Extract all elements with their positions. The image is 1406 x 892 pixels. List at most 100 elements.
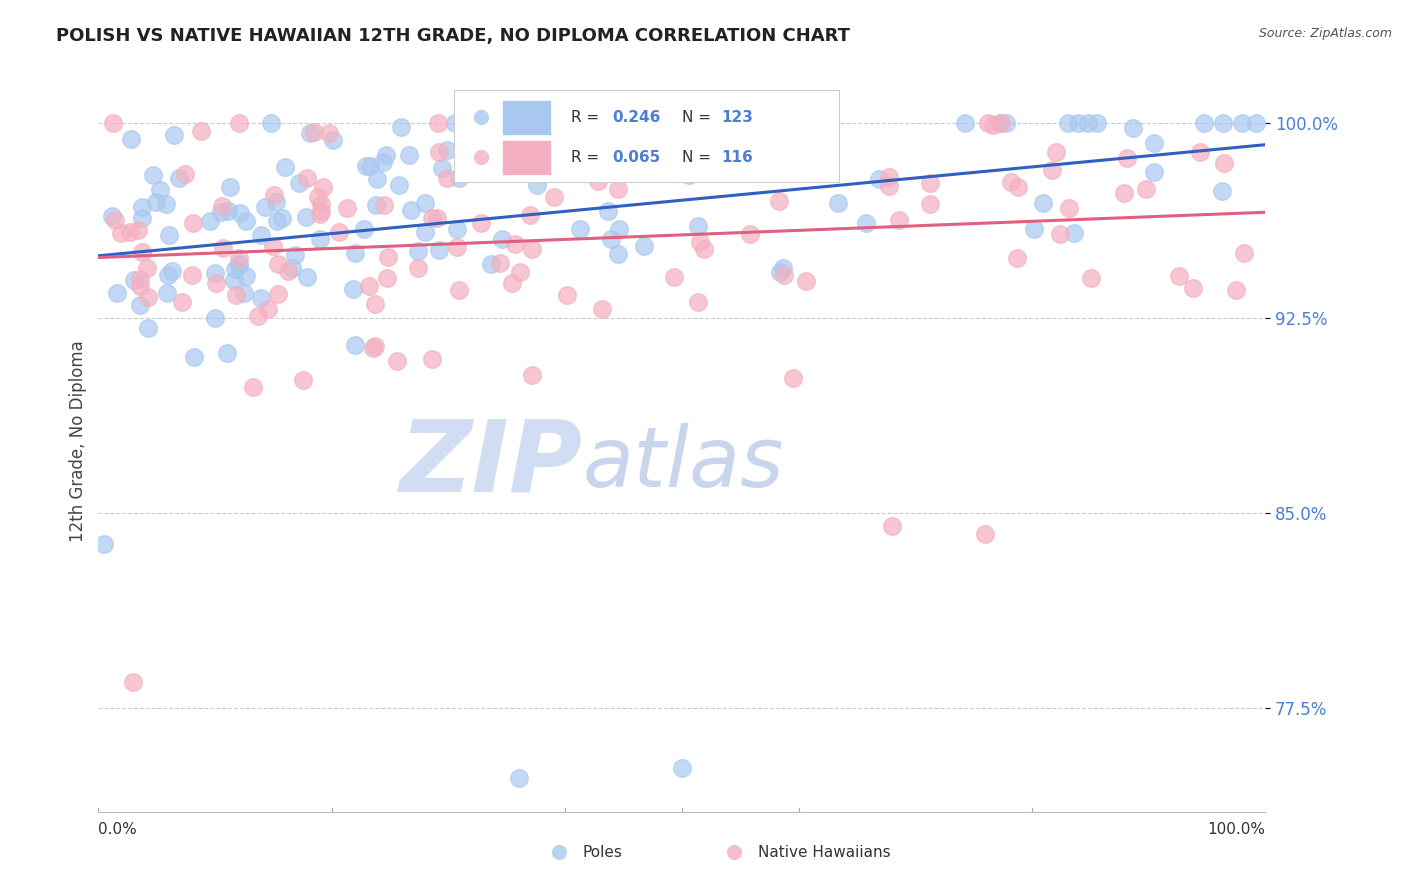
- Point: [155, 196, 177, 211]
- Point: [124, 273, 146, 287]
- Point: [508, 771, 530, 785]
- Point: [228, 257, 250, 271]
- Point: [877, 178, 900, 193]
- Point: [1244, 116, 1267, 130]
- Point: [163, 128, 186, 142]
- Point: [373, 155, 395, 169]
- Point: [1112, 186, 1135, 200]
- Point: [981, 118, 1004, 132]
- Point: [471, 116, 494, 130]
- Point: [557, 288, 579, 302]
- Point: [128, 272, 150, 286]
- Point: [287, 176, 309, 190]
- Point: [1122, 121, 1144, 136]
- Point: [543, 190, 565, 204]
- Point: [509, 265, 531, 279]
- Point: [489, 256, 512, 270]
- Point: [707, 149, 730, 163]
- Point: [606, 182, 628, 196]
- Point: [773, 268, 796, 282]
- Point: [470, 217, 492, 231]
- Point: [1007, 180, 1029, 194]
- Point: [322, 133, 344, 147]
- Point: [247, 309, 270, 323]
- Point: [375, 148, 398, 162]
- Point: [718, 116, 741, 130]
- Text: R =: R =: [571, 110, 605, 125]
- Point: [918, 197, 941, 211]
- Point: [204, 266, 226, 280]
- Text: 0.246: 0.246: [612, 110, 661, 125]
- Point: [974, 526, 997, 541]
- Point: [298, 126, 321, 140]
- Point: [302, 125, 325, 139]
- Point: [267, 256, 290, 270]
- Point: [523, 153, 546, 167]
- Point: [491, 141, 513, 155]
- FancyBboxPatch shape: [502, 140, 551, 175]
- Point: [427, 145, 450, 159]
- Point: [131, 211, 153, 225]
- Point: [994, 116, 1017, 130]
- Point: [879, 170, 901, 185]
- Point: [361, 341, 384, 355]
- Point: [1049, 227, 1071, 241]
- Point: [377, 250, 399, 264]
- Point: [990, 116, 1012, 130]
- Point: [209, 205, 232, 219]
- Point: [225, 288, 247, 302]
- Point: [785, 139, 807, 153]
- Point: [170, 294, 193, 309]
- Point: [257, 301, 280, 316]
- Point: [1225, 283, 1247, 297]
- Point: [1188, 145, 1211, 159]
- Point: [1212, 156, 1234, 170]
- Point: [731, 116, 754, 130]
- Point: [1000, 175, 1022, 189]
- Point: [156, 268, 179, 282]
- Point: [274, 160, 297, 174]
- Point: [129, 278, 152, 293]
- Point: [366, 172, 388, 186]
- Text: atlas: atlas: [582, 423, 785, 504]
- Point: [391, 120, 413, 134]
- Point: [212, 241, 235, 255]
- Text: 123: 123: [721, 110, 754, 125]
- Point: [266, 214, 288, 228]
- Point: [328, 225, 350, 239]
- Point: [217, 345, 239, 359]
- Point: [399, 202, 422, 217]
- Point: [607, 222, 630, 236]
- Point: [659, 116, 682, 130]
- FancyBboxPatch shape: [454, 90, 839, 183]
- Point: [373, 198, 395, 212]
- Point: [160, 264, 183, 278]
- Point: [519, 208, 541, 222]
- Point: [1067, 116, 1090, 130]
- Point: [267, 286, 290, 301]
- Point: [689, 235, 711, 249]
- Point: [385, 354, 408, 368]
- Point: [142, 168, 165, 182]
- Point: [284, 248, 307, 262]
- Point: [1194, 116, 1216, 130]
- Point: [228, 259, 250, 273]
- Point: [408, 244, 430, 259]
- Point: [443, 116, 465, 130]
- Point: [309, 207, 332, 221]
- Point: [446, 240, 468, 254]
- Point: [181, 217, 204, 231]
- Point: [1230, 116, 1253, 130]
- Point: [308, 232, 330, 246]
- Point: [127, 223, 149, 237]
- Point: [420, 352, 443, 367]
- Point: [129, 297, 152, 311]
- Point: [181, 268, 204, 283]
- Point: [688, 294, 710, 309]
- Point: [1167, 269, 1189, 284]
- Point: [218, 203, 240, 218]
- Point: [353, 222, 375, 236]
- Point: [309, 197, 332, 211]
- Point: [593, 157, 616, 171]
- Text: Source: ZipAtlas.com: Source: ZipAtlas.com: [1258, 27, 1392, 40]
